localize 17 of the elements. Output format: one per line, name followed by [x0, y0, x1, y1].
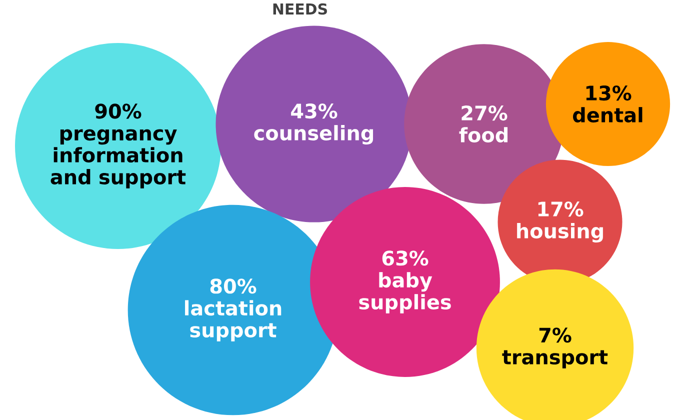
category-label: transport	[502, 350, 608, 368]
category-label: food	[459, 127, 508, 142]
data-label: 7%	[539, 328, 572, 343]
category-label: counseling	[254, 125, 374, 144]
data-label: 13%	[586, 86, 632, 101]
category-label: baby supplies	[359, 272, 451, 314]
category-label: lactation support	[185, 300, 282, 342]
category-label: dental	[573, 107, 642, 122]
data-label: 63%	[382, 250, 428, 266]
data-label: 17%	[538, 202, 584, 217]
text: NEEDS	[273, 3, 327, 15]
data-label: 27%	[462, 106, 508, 121]
data-label: 90%	[95, 104, 142, 119]
data-label: 80%	[210, 278, 256, 294]
category-label: pregnancy information and support	[50, 129, 186, 188]
data-label: 43%	[291, 104, 338, 119]
category-label: housing	[517, 223, 603, 242]
